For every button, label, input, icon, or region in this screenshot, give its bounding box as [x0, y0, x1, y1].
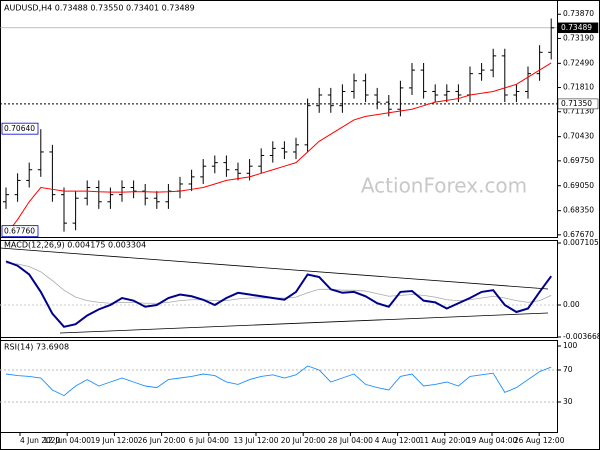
- y-tick-label: 100: [563, 341, 578, 350]
- x-tick-label: 12 Jun 04:00: [43, 436, 91, 445]
- trend-line: [59, 312, 549, 334]
- level-label: 0.67760: [4, 227, 35, 236]
- panel-frame: [0, 240, 558, 338]
- x-tick-label: 11 Aug 20:00: [420, 436, 471, 445]
- y-tick-label: 0.73870: [563, 9, 594, 18]
- macd: [5, 260, 553, 328]
- panel-frame: [0, 0, 558, 238]
- y-tick-label: 0.72490: [563, 58, 594, 67]
- y-tick-label: 0.70430: [563, 132, 594, 141]
- rsi-title: RSI(14) 73.6908: [4, 343, 69, 352]
- y-tick-label: 0.67670: [563, 230, 594, 239]
- trend-line: [0, 247, 549, 290]
- level-label-box: [1, 122, 39, 135]
- panel-frame: [0, 340, 558, 433]
- y-tick-label: 30: [563, 397, 573, 406]
- last-price-label: 0.73489: [561, 23, 592, 32]
- y-tick-label: 0.68350: [563, 206, 594, 215]
- x-tick-label: 6 Jul 04:00: [189, 436, 229, 445]
- x-tick-label: 26 Jun 20:00: [138, 436, 186, 445]
- chart-title: AUDUSD,H4 0.73488 0.73550 0.73401 0.7348…: [4, 4, 195, 13]
- y-tick-label: -0.003668: [563, 332, 600, 341]
- level-label: 0.71350: [561, 99, 592, 108]
- x-tick-label: 4 Jun 2020: [20, 436, 61, 445]
- x-tick-label: 19 Aug 04:00: [467, 436, 518, 445]
- y-tick-label: 0.00: [563, 300, 580, 309]
- y-tick-label: 0.007105: [563, 238, 599, 247]
- x-tick-label: 19 Jun 12:00: [91, 436, 139, 445]
- x-tick-label: 4 Aug 12:00: [375, 436, 421, 445]
- y-tick-label: 0.69750: [563, 156, 594, 165]
- x-tick-label: 20 Jul 20:00: [281, 436, 326, 445]
- last-price-label-box: [557, 22, 599, 34]
- y-tick-label: 0.71130: [563, 107, 594, 116]
- level-label-box: [557, 98, 599, 110]
- y-tick-label: 0.71810: [563, 83, 594, 92]
- y-tick-label: 0.73190: [563, 33, 594, 42]
- rsi: [5, 365, 552, 397]
- y-tick-label: 70: [563, 365, 573, 374]
- watermark: ActionForex.com: [361, 174, 527, 198]
- level-label: 0.70640: [4, 124, 35, 133]
- macd-title: MACD(12,26,9) 0.004175 0.003304: [4, 241, 146, 250]
- ma: [5, 62, 552, 236]
- x-tick-label: 26 Aug 12:00: [514, 436, 565, 445]
- y-tick-label: 0.69050: [563, 181, 594, 190]
- level-label-box: [1, 225, 39, 238]
- x-tick-label: 28 Jul 04:00: [328, 436, 373, 445]
- x-tick-label: 13 Jul 12:00: [234, 436, 279, 445]
